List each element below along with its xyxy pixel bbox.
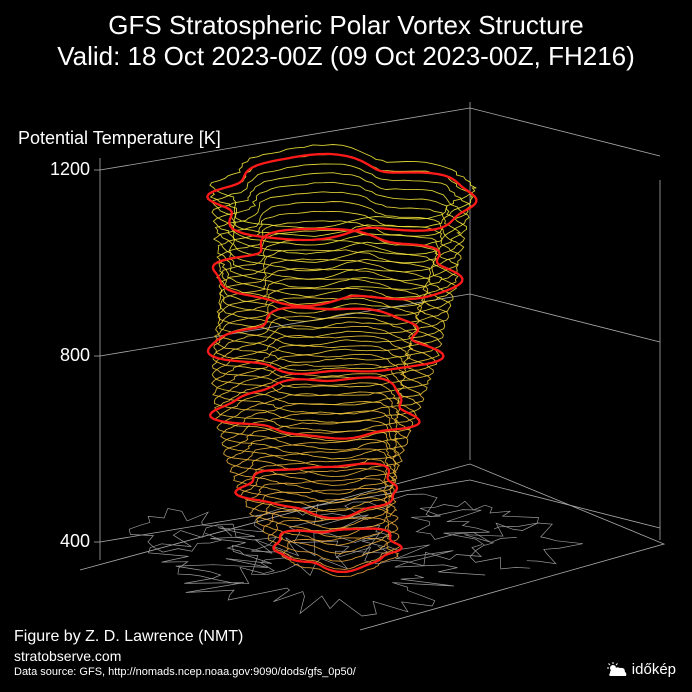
credit-author: Figure by Z. D. Lawrence (NMT) xyxy=(14,628,356,646)
vortex-3d-chart xyxy=(0,0,692,692)
y-tick-label: 800 xyxy=(30,345,90,366)
chart-title-line2: Valid: 18 Oct 2023-00Z (09 Oct 2023-00Z,… xyxy=(0,41,692,72)
vortex-highlight-contour xyxy=(207,154,476,240)
credit-site: stratobserve.com xyxy=(14,648,356,664)
credit-data-source: Data source: GFS, http://nomads.ncep.noa… xyxy=(14,666,356,678)
vortex-contours xyxy=(207,145,476,577)
vortex-highlight-contour xyxy=(273,529,401,572)
brand-logo: időkép xyxy=(606,661,676,678)
brand-logo-text: időkép xyxy=(632,661,676,678)
y-axis-label: Potential Temperature [K] xyxy=(18,128,221,149)
cloud-sun-icon xyxy=(606,662,628,678)
credits-block: Figure by Z. D. Lawrence (NMT) stratobse… xyxy=(14,628,356,678)
chart-title-block: GFS Stratospheric Polar Vortex Structure… xyxy=(0,10,692,72)
y-tick-label: 400 xyxy=(30,531,90,552)
y-tick-label: 1200 xyxy=(30,159,90,180)
chart-title-line1: GFS Stratospheric Polar Vortex Structure xyxy=(0,10,692,41)
